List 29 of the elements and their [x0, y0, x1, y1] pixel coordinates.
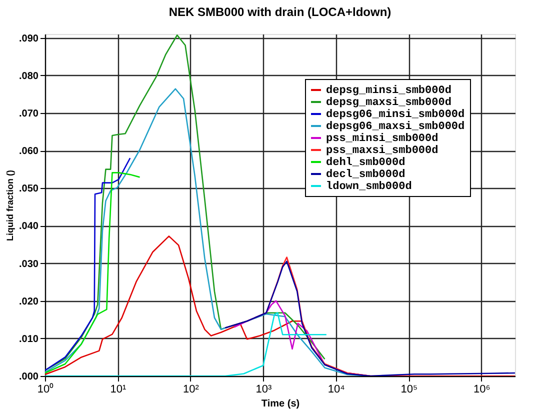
chart-title: NEK SMB000 with drain (LOCA+ldown) — [168, 4, 392, 19]
x-tick-label: 10¹ — [110, 384, 127, 396]
x-tick-label: 10⁶ — [473, 384, 490, 396]
x-tick-label: 10³ — [256, 384, 272, 396]
y-tick-label: .070 — [19, 108, 39, 120]
x-tick-label: 10⁴ — [328, 384, 346, 396]
y-axis-title: Liquid fraction () — [5, 170, 16, 241]
x-tick-label: 10⁰ — [37, 382, 54, 396]
x-tick-label: 10⁵ — [400, 384, 418, 396]
legend-label: ldown_smb000d — [326, 181, 412, 193]
legend-label: depsg_minsi_smb000d — [326, 85, 452, 97]
y-tick-label: .030 — [19, 258, 39, 270]
legend-label: depsg06_minsi_smb000d — [326, 109, 465, 121]
y-tick-label: .060 — [19, 146, 39, 158]
y-tick-label: .090 — [19, 33, 39, 44]
legend-label: pss_minsi_smb000d — [326, 133, 438, 145]
y-tick-label: .040 — [19, 221, 39, 232]
y-tick-label: .000 — [19, 372, 39, 382]
x-axis-title: Time (s) — [261, 398, 300, 410]
legend-label: depsg06_maxsi_smb000d — [326, 121, 465, 133]
legend-label: decl_smb000d — [326, 169, 406, 181]
legend-label: depsg_maxsi_smb000d — [326, 97, 452, 109]
y-tick-label: .010 — [19, 334, 39, 345]
y-tick-label: .080 — [19, 70, 39, 82]
x-tick-label: 10² — [183, 384, 200, 396]
legend-label: dehl_smb000d — [326, 157, 406, 169]
y-tick-label: .050 — [19, 184, 39, 195]
y-tick-label: .020 — [19, 296, 39, 308]
legend-label: pss_maxsi_smb000d — [326, 145, 438, 157]
